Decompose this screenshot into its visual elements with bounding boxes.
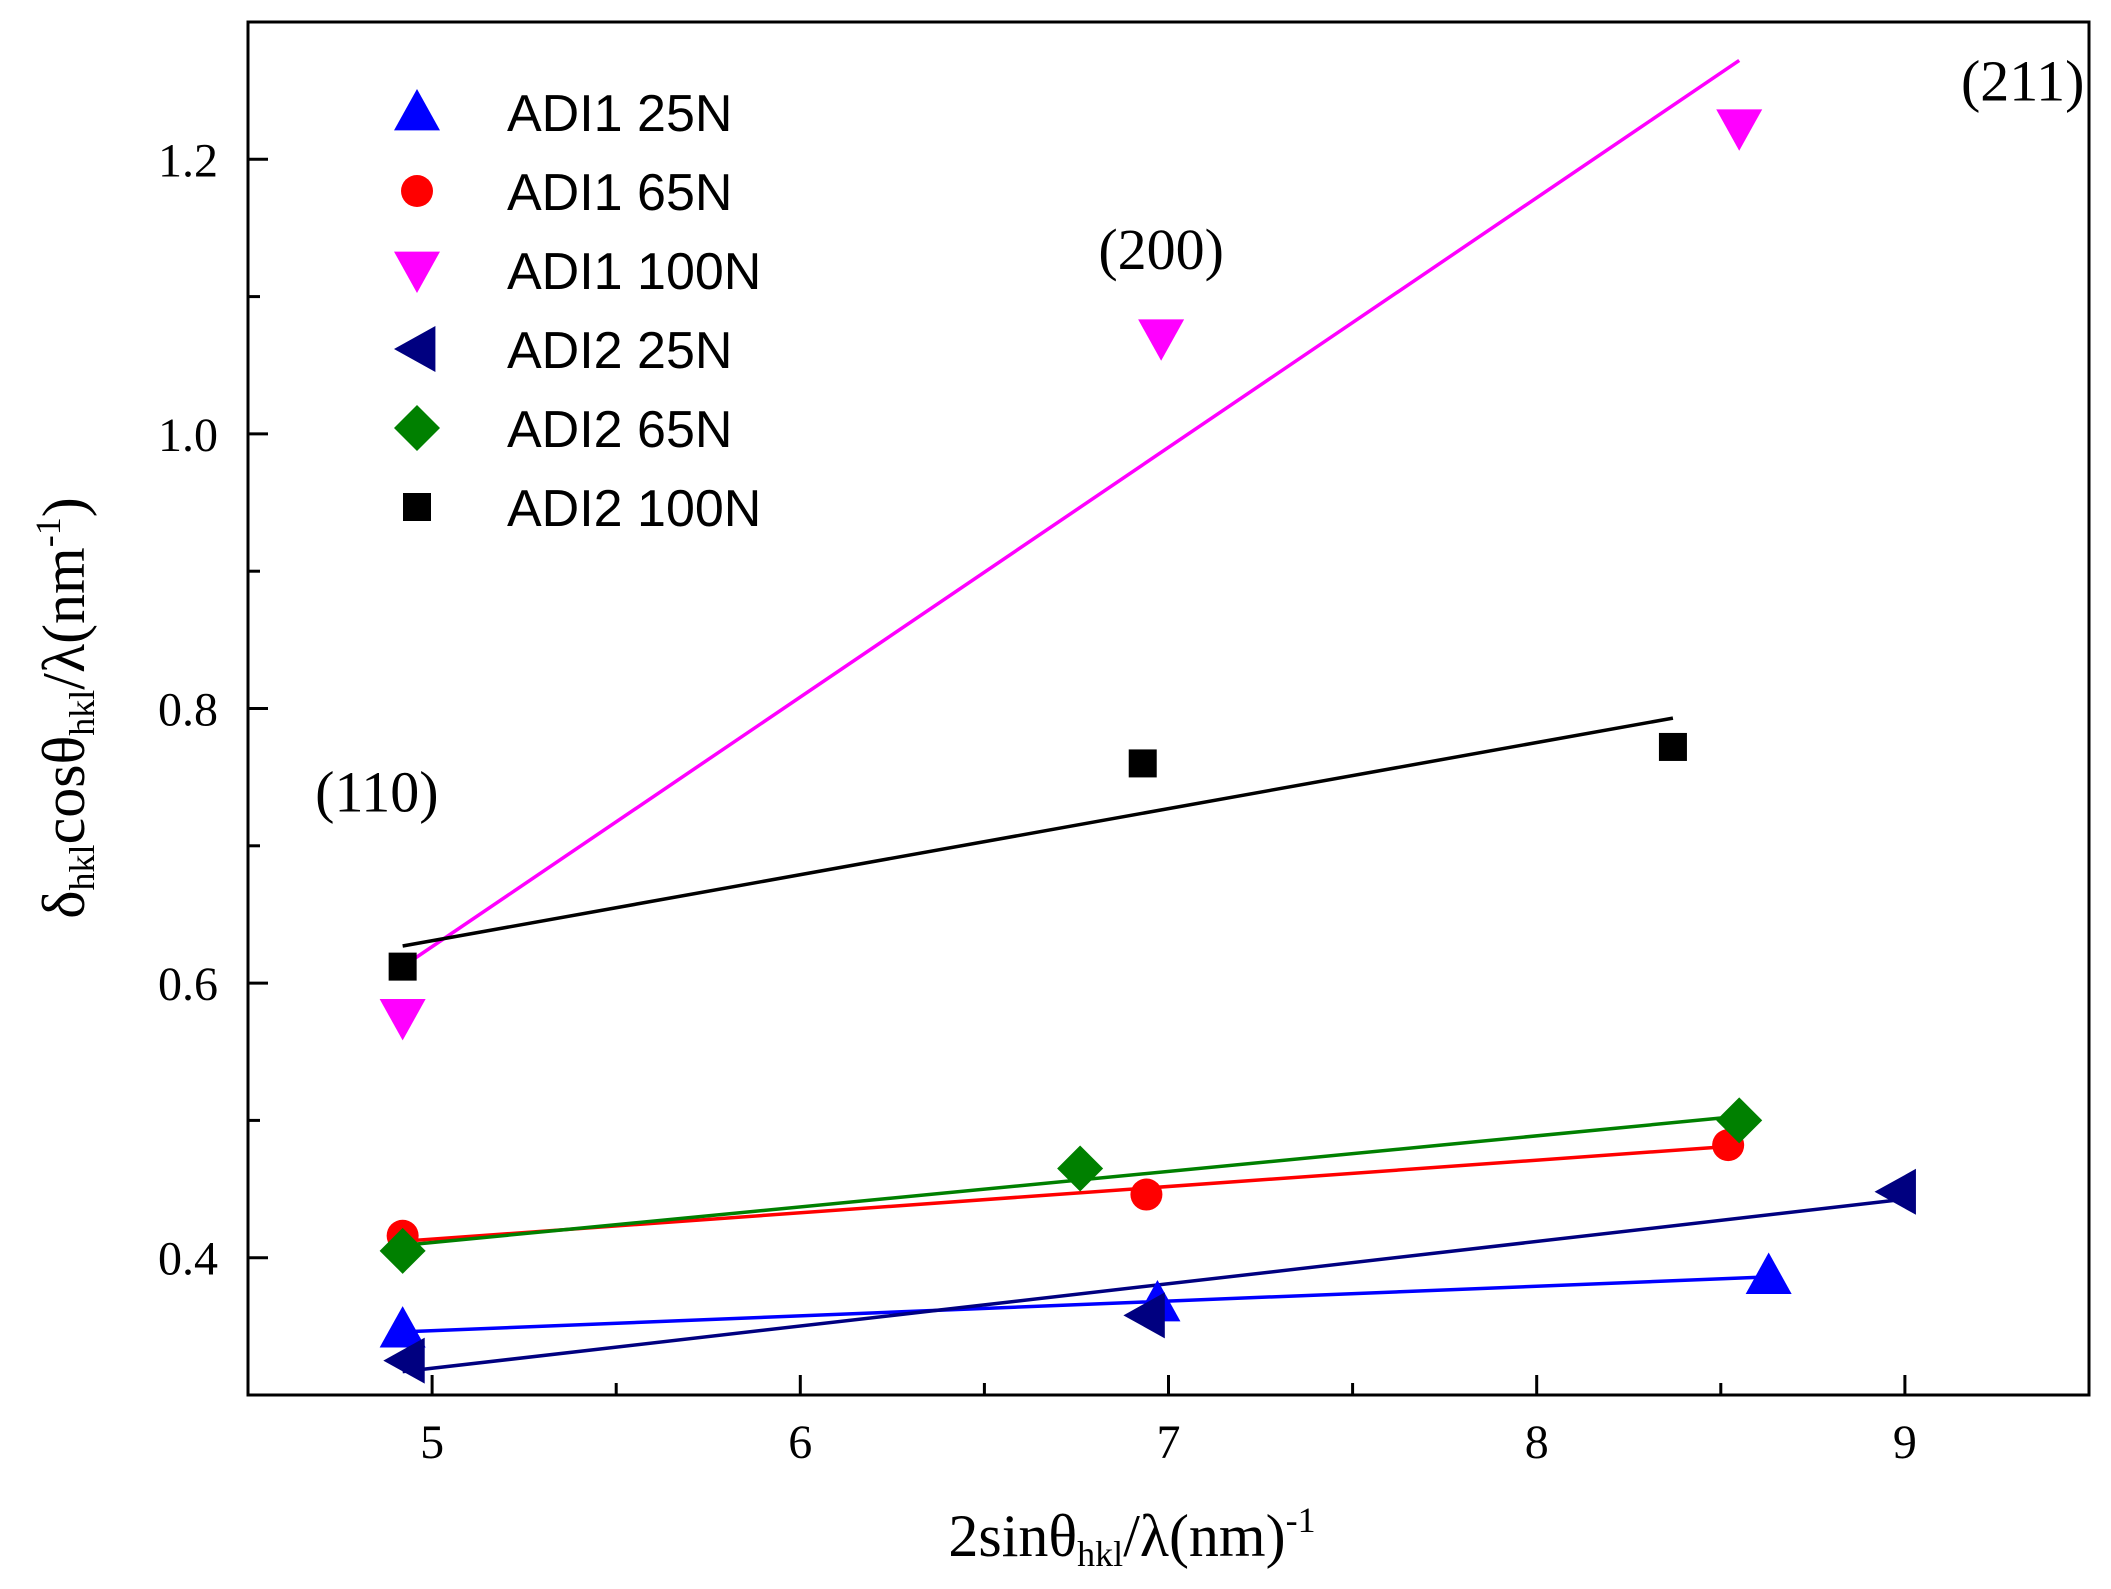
data-point [1130,1178,1163,1211]
data-point [1128,749,1157,778]
y-axis-label-p4: ) [31,497,97,517]
legend-marker [394,251,440,293]
legend-marker [394,326,436,372]
x-tick-label: 6 [788,1416,812,1469]
x-tick-label: 7 [1157,1416,1181,1469]
legend-marker [394,89,440,131]
fit-line [401,58,1741,969]
legend-marker [394,405,440,451]
legend-label: ADI2 65N [507,401,732,459]
legend-marker [401,175,433,207]
x-tick-label: 5 [420,1416,444,1469]
plane-label: (200) [1098,217,1224,282]
y-axis-label: δhklcosθhkl/λ(nm-1) [28,497,102,918]
fit-line [402,716,1674,948]
data-point [379,999,426,1041]
data-point [1716,109,1763,151]
x-axis-label: 2sinθhkl/λ(nm)-1 [948,1500,1315,1574]
legend-label: ADI2 25N [507,322,732,380]
x-axis-ticks: 5 6 7 8 9 [246,1375,2091,1469]
data-point [1138,319,1185,361]
legend-label: ADI2 100N [507,480,761,538]
x-tick-label: 9 [1893,1416,1917,1469]
legend-marker [403,493,431,521]
y-axis-ticks: 0.4 0.6 0.8 1.0 1.2 [158,20,268,1286]
data-points [379,109,1916,1384]
fit-line [402,1275,1769,1334]
legend-label: ADI1 100N [507,243,761,301]
legend-label: ADI1 65N [507,164,732,222]
data-point [1057,1145,1104,1192]
x-axis-label-sup: -1 [1286,1500,1316,1540]
y-tick-label: 1.2 [158,134,218,187]
data-point [379,1227,426,1274]
x-tick-label: 8 [1525,1416,1549,1469]
y-tick-label: 1.0 [158,409,218,462]
plane-label: (211) [1961,48,2084,113]
data-point [1874,1168,1916,1215]
x-axis-label-sub: hkl [1077,1534,1123,1574]
data-point [1745,1252,1792,1294]
data-point [379,1306,426,1348]
y-axis-label-s2: hkl [62,690,102,736]
y-tick-label: 0.6 [158,958,218,1011]
fit-line [402,1198,1898,1374]
x-axis-label-main: 2sinθ [948,1503,1077,1569]
data-point [1123,1292,1165,1339]
y-axis-label-p2: cosθ [31,736,97,845]
data-point [383,1337,425,1384]
y-axis-label-p3: /λ(nm [31,547,97,689]
y-axis-label-s1: hkl [62,844,102,890]
legend: ADI1 25N ADI1 65N ADI1 100N ADI2 25N ADI2 65… [394,85,761,538]
data-point [1716,1097,1763,1144]
data-point [388,952,417,981]
legend-label: ADI1 25N [507,85,732,143]
plane-annotations: (110) (200) (211) [315,48,2084,824]
y-tick-label: 0.4 [158,1233,218,1286]
y-axis-label-p1: δ [31,890,97,918]
plane-label: (110) [315,759,438,824]
y-axis-label-sup: -1 [28,517,68,547]
data-point [1658,732,1687,761]
y-tick-label: 0.8 [158,684,218,737]
x-axis-label-tail: /λ(nm) [1123,1503,1285,1569]
